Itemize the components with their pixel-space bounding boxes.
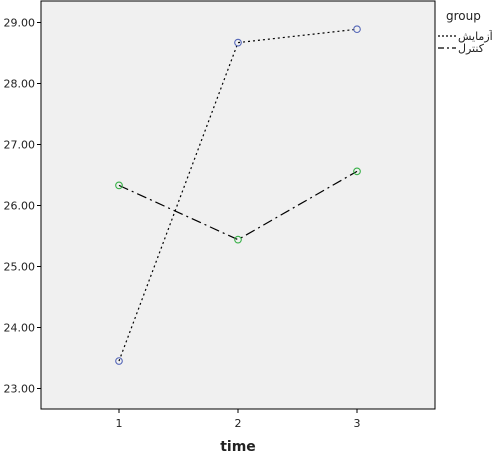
data-point-series-1 [115, 357, 123, 365]
data-point-series-1 [353, 25, 361, 34]
y-tick-label: 27.00 [4, 139, 36, 152]
data-point-series-2 [234, 235, 242, 244]
x-tick-label: 1 [116, 417, 123, 430]
data-point-series-2 [115, 181, 123, 190]
y-tick-label: 25.00 [4, 261, 36, 274]
legend-label: کنترل [458, 42, 485, 55]
y-tick-label: 23.00 [4, 383, 36, 396]
x-axis: 1 2 3 [116, 409, 361, 430]
x-tick-label: 2 [235, 417, 242, 430]
data-point-series-1 [234, 38, 242, 47]
plot-area [40, 0, 436, 410]
series-line-2 [118, 170, 358, 241]
y-axis: 23.00 24.00 25.00 26.00 27.00 28.00 29.00 [4, 17, 41, 396]
legend-label: آزمایش [458, 29, 492, 43]
y-tick-label: 24.00 [4, 322, 36, 335]
x-axis-title: time [220, 439, 256, 453]
y-tick-label: 26.00 [4, 200, 36, 213]
y-tick-label: 29.00 [4, 17, 36, 30]
x-tick-label: 3 [354, 417, 361, 430]
data-point-series-2 [353, 167, 361, 176]
legend-title: group [446, 9, 481, 23]
series-markers [115, 25, 361, 365]
series-lines [118, 28, 358, 362]
y-tick-label: 28.00 [4, 78, 36, 91]
